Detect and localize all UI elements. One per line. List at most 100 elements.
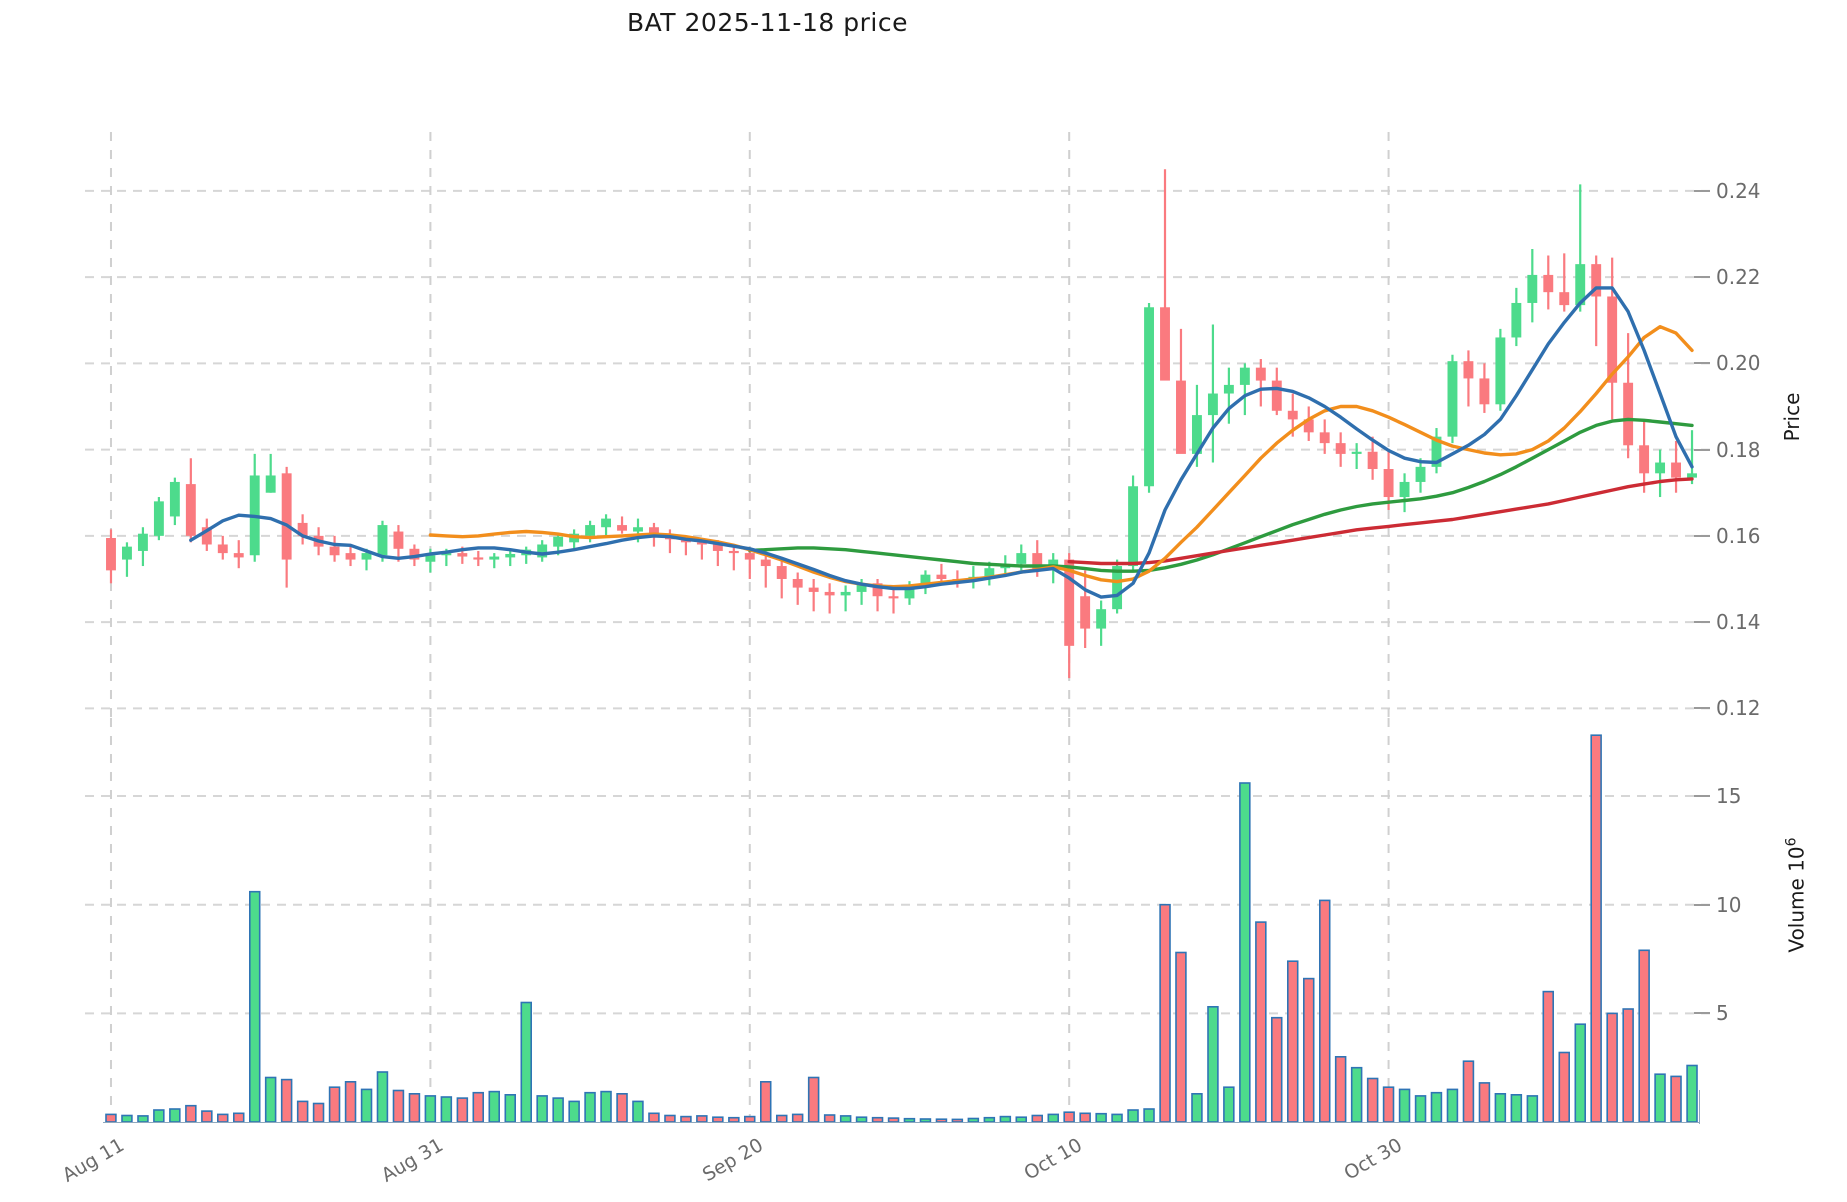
candlestick bbox=[824, 583, 835, 614]
price-tick-mark bbox=[1694, 448, 1710, 451]
candlestick bbox=[1112, 559, 1123, 614]
volume-bar bbox=[1494, 1093, 1507, 1123]
volume-bar bbox=[105, 1113, 117, 1123]
volume-bar bbox=[552, 1097, 564, 1123]
candlestick bbox=[1639, 419, 1650, 493]
candlestick bbox=[1144, 302, 1154, 493]
volume-bar bbox=[1382, 1086, 1395, 1123]
volume-bar bbox=[728, 1116, 740, 1123]
ma-line bbox=[1067, 477, 1694, 566]
candlestick bbox=[489, 553, 500, 569]
candlestick bbox=[122, 542, 132, 577]
volume-bar bbox=[217, 1113, 229, 1123]
candlestick bbox=[1687, 430, 1697, 485]
candlestick bbox=[1303, 406, 1314, 441]
volume-bar bbox=[1606, 1012, 1618, 1123]
volume-bar bbox=[855, 1116, 868, 1123]
candlestick bbox=[1096, 600, 1107, 646]
volume-bar bbox=[504, 1094, 516, 1123]
candlestick bbox=[106, 529, 116, 584]
candlestick bbox=[137, 527, 148, 567]
candlestick bbox=[1415, 458, 1426, 493]
candlestick bbox=[936, 563, 947, 584]
volume-bar bbox=[1366, 1077, 1379, 1123]
volume-bar bbox=[1670, 1075, 1682, 1123]
volume-bar bbox=[1079, 1112, 1091, 1123]
volume-bar bbox=[807, 1076, 820, 1123]
candlestick bbox=[185, 458, 196, 543]
volume-bar bbox=[1143, 1108, 1155, 1123]
candlestick bbox=[1607, 257, 1618, 420]
volume-bar bbox=[1334, 1056, 1347, 1123]
volume-bar bbox=[935, 1118, 948, 1123]
volume-bar bbox=[424, 1095, 437, 1123]
volume-bar bbox=[536, 1095, 548, 1123]
volume-bar bbox=[743, 1115, 756, 1123]
volume-bar bbox=[584, 1091, 596, 1123]
volume-bar bbox=[185, 1104, 197, 1123]
chart-title: BAT 2025-11-18 price bbox=[627, 8, 908, 37]
candlestick bbox=[920, 570, 931, 595]
volume-bar bbox=[1526, 1095, 1539, 1123]
candlestick bbox=[1591, 255, 1602, 347]
candlestick bbox=[153, 497, 164, 541]
volume-tick-label: 10 bbox=[1716, 892, 1742, 917]
volume-bar bbox=[712, 1116, 724, 1123]
volume-bar bbox=[1542, 990, 1555, 1123]
candlestick bbox=[393, 525, 404, 562]
volume-bar bbox=[233, 1112, 245, 1123]
volume-bar bbox=[472, 1091, 484, 1123]
candlestick bbox=[744, 548, 755, 579]
volume-bar bbox=[201, 1110, 213, 1123]
candlestick bbox=[1255, 359, 1266, 407]
volume-bar bbox=[1574, 1023, 1587, 1123]
volume-bar bbox=[1159, 903, 1171, 1123]
volume-tick-label: 15 bbox=[1716, 784, 1742, 809]
candlestick bbox=[201, 518, 212, 551]
volume-bar bbox=[1558, 1051, 1571, 1123]
volume-bar bbox=[153, 1109, 165, 1123]
volume-bar bbox=[360, 1088, 373, 1123]
volume-bar bbox=[344, 1081, 357, 1123]
candlestick bbox=[1176, 328, 1186, 454]
volume-right-edge bbox=[1699, 1090, 1700, 1124]
volume-bar bbox=[1414, 1095, 1427, 1123]
volume-bar bbox=[1111, 1113, 1123, 1123]
volume-bar bbox=[1478, 1082, 1491, 1123]
candlestick bbox=[217, 535, 228, 560]
volume-bar bbox=[1622, 1008, 1634, 1123]
candlestick bbox=[1351, 443, 1362, 470]
candlestick bbox=[1319, 419, 1330, 454]
candlestick bbox=[473, 550, 484, 567]
price-tick-label: 0.16 bbox=[1716, 523, 1761, 548]
volume-bar bbox=[632, 1100, 644, 1123]
volume-bar bbox=[648, 1112, 660, 1123]
volume-bar bbox=[1207, 1005, 1219, 1123]
candlestick bbox=[265, 453, 276, 493]
price-tick-label: 0.12 bbox=[1716, 696, 1761, 721]
price-tick-mark bbox=[1694, 276, 1710, 279]
volume-axis-label-sup: 6 bbox=[1783, 837, 1800, 847]
candlestick bbox=[1207, 324, 1218, 463]
candlestick bbox=[1479, 363, 1490, 413]
candlestick bbox=[1671, 440, 1681, 493]
volume-bar bbox=[759, 1081, 772, 1123]
volume-bar bbox=[408, 1093, 421, 1123]
candlestick bbox=[345, 544, 356, 567]
price-axis-label: Price bbox=[1780, 392, 1804, 442]
volume-bar bbox=[520, 1001, 532, 1123]
volume-bar bbox=[983, 1116, 996, 1123]
price-tick-mark bbox=[1694, 534, 1710, 537]
candlestick bbox=[1128, 475, 1139, 571]
candlestick bbox=[776, 559, 787, 599]
volume-bar bbox=[1287, 960, 1299, 1123]
volume-bar bbox=[1063, 1111, 1075, 1123]
candlestick bbox=[1543, 255, 1554, 310]
volume-bar bbox=[392, 1089, 405, 1123]
volume-bar bbox=[312, 1102, 325, 1123]
volume-bar bbox=[249, 890, 261, 1123]
candlestick bbox=[1064, 553, 1075, 679]
candlestick bbox=[808, 578, 819, 612]
volume-bar bbox=[600, 1090, 612, 1123]
